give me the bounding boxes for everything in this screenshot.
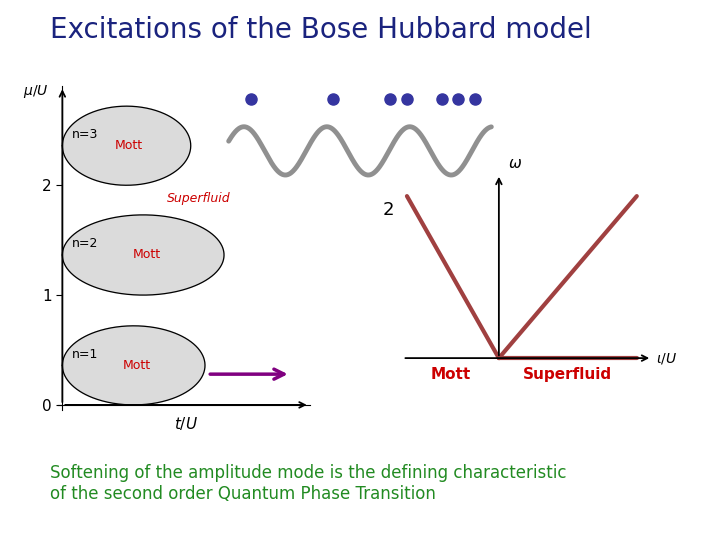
- Text: $t/U$: $t/U$: [174, 415, 198, 432]
- Text: 2: 2: [382, 201, 394, 219]
- Text: n=2: n=2: [72, 237, 98, 251]
- Text: $\omega$: $\omega$: [508, 156, 522, 171]
- Text: $\iota/U$: $\iota/U$: [657, 350, 678, 366]
- Text: Excitations of the Bose Hubbard model: Excitations of the Bose Hubbard model: [50, 16, 592, 44]
- Text: Superfluid: Superfluid: [523, 367, 613, 382]
- Text: $\mu/U$: $\mu/U$: [24, 83, 49, 100]
- Text: Softening of the amplitude mode is the defining characteristic
of the second ord: Softening of the amplitude mode is the d…: [50, 464, 567, 503]
- Text: Mott: Mott: [132, 248, 161, 261]
- Text: Superfluid: Superfluid: [167, 192, 230, 205]
- Text: n=3: n=3: [72, 128, 98, 141]
- Text: n=1: n=1: [72, 348, 98, 361]
- Polygon shape: [63, 106, 191, 185]
- Text: Mott: Mott: [115, 139, 143, 152]
- Text: Mott: Mott: [431, 367, 471, 382]
- Polygon shape: [63, 326, 205, 405]
- Polygon shape: [63, 215, 224, 295]
- Text: Mott: Mott: [122, 359, 150, 372]
